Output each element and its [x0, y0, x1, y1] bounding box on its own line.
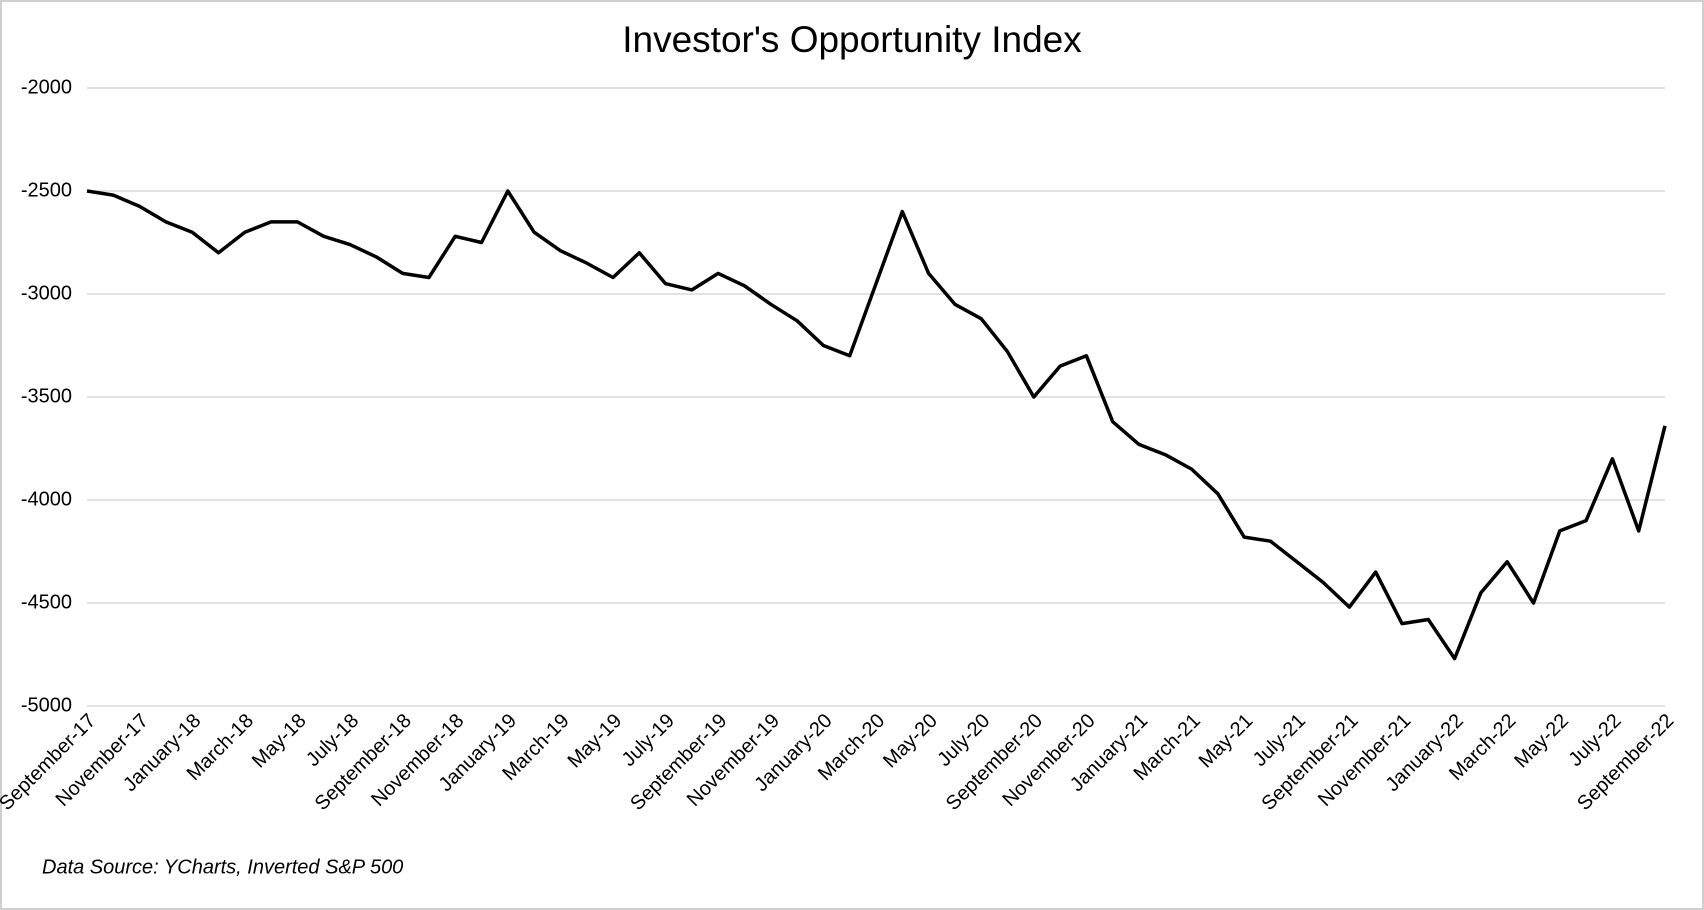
footnote: Data Source: YCharts, Inverted S&P 500: [42, 856, 403, 878]
y-tick-label: -5000: [21, 694, 72, 716]
y-tick-label: -3500: [21, 385, 72, 407]
y-tick-label: -4500: [21, 591, 72, 613]
y-tick-label: -2000: [21, 76, 72, 98]
chart-title: Investor's Opportunity Index: [622, 19, 1082, 60]
data-line: [86, 189, 1667, 661]
y-tick-label: -3000: [21, 282, 72, 304]
y-tick-label: -4000: [21, 488, 72, 510]
y-tick-label: -2500: [21, 179, 72, 201]
